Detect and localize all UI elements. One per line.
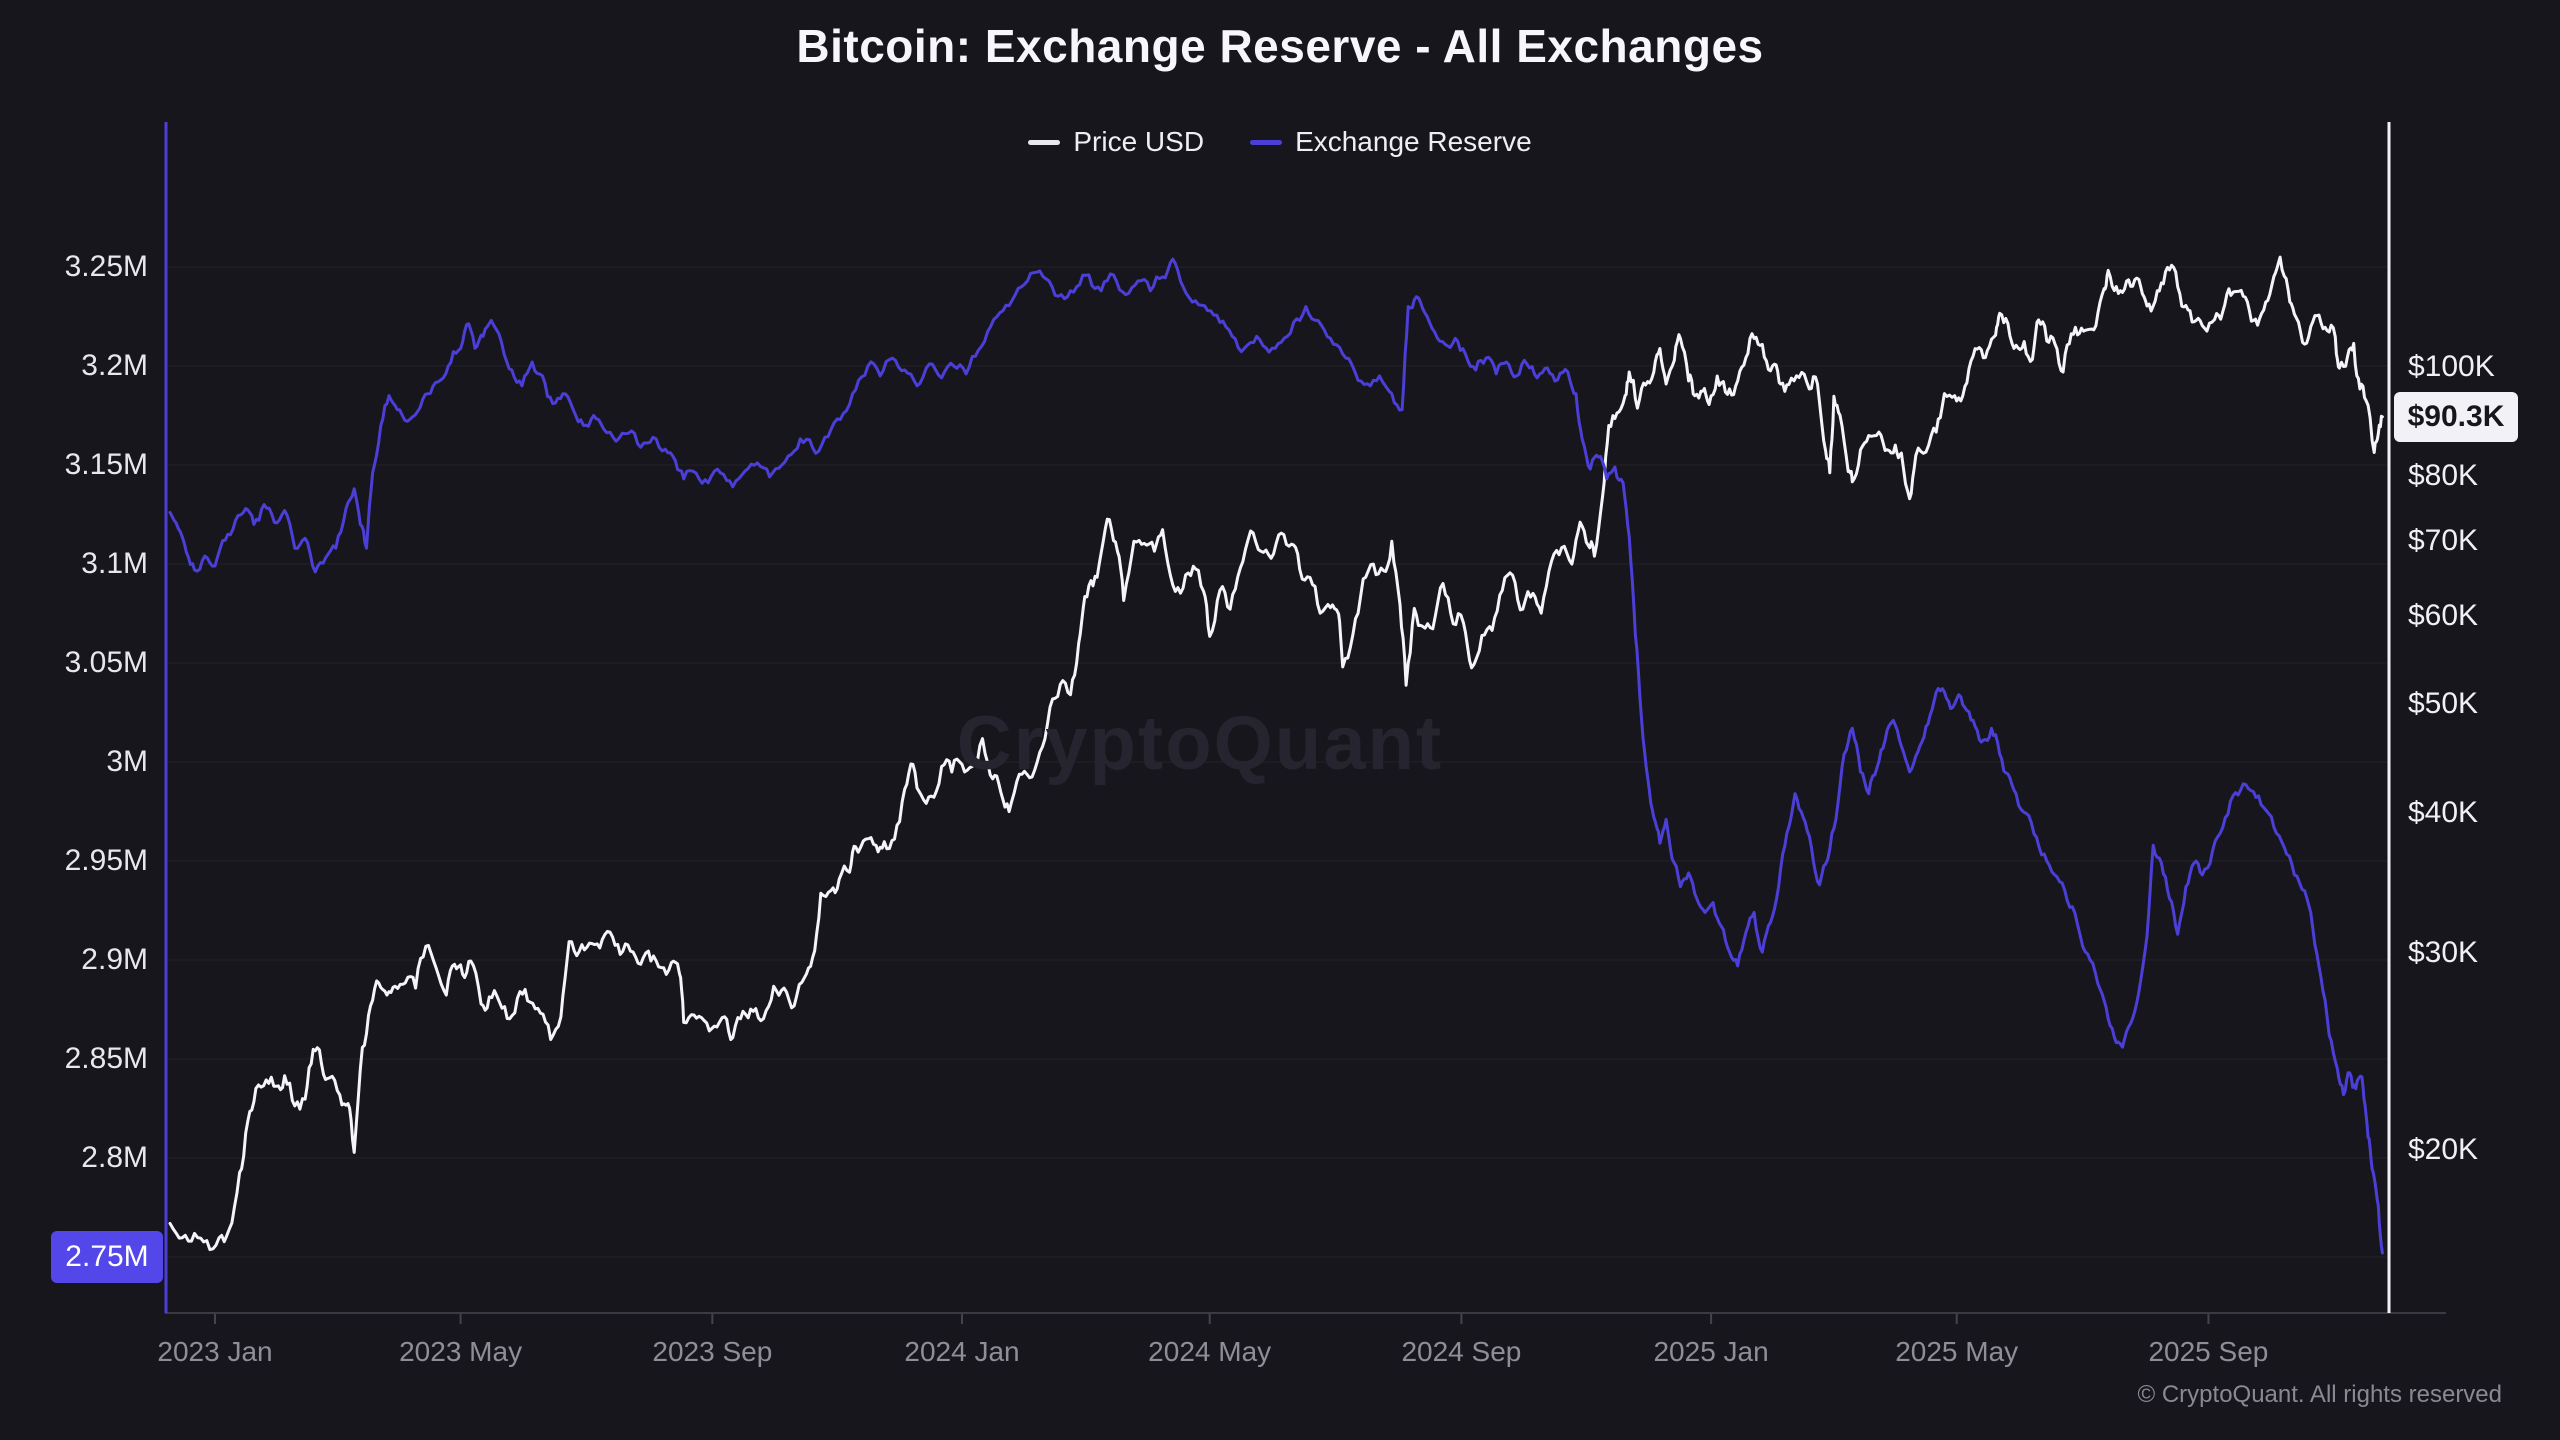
price-last-value-badge: $90.3K [2394, 391, 2518, 442]
y-axis-right-tick-label: $60K [2408, 598, 2479, 632]
x-axis-tick-label: 2024 Jan [904, 1336, 1020, 1367]
chart-legend: Price USD Exchange Reserve [0, 124, 2560, 160]
price-usd-line [168, 255, 2384, 1252]
copyright-footer: © CryptoQuant. All rights reserved [2137, 1381, 2503, 1408]
y-axis-right-tick-label: $80K [2408, 458, 2479, 492]
legend-item-exchange-reserve[interactable]: Exchange Reserve [1250, 126, 1532, 158]
reserve-line-swatch-icon [1250, 139, 1283, 145]
x-axis-tick-label: 2024 Sep [1401, 1336, 1522, 1367]
y-axis-right-tick-label: $70K [2408, 523, 2479, 557]
legend-item-price-usd[interactable]: Price USD [1028, 126, 1204, 158]
legend-label-price-usd: Price USD [1073, 126, 1205, 157]
y-axis-left-tick-label: 3.2M [81, 349, 148, 382]
y-axis-left-tick-label: 2.85M [64, 1042, 148, 1075]
y-axis-left-tick-label: 3.15M [64, 448, 148, 481]
y-axis-left-tick-label: 3.1M [81, 547, 148, 580]
y-axis-left-tick-label: 3.25M [64, 250, 148, 283]
y-axis-left-tick-label: 2.95M [64, 844, 148, 877]
exchange-reserve-line [168, 257, 2384, 1255]
y-axis-right-tick-label: $30K [2408, 935, 2479, 969]
legend-label-exchange-reserve: Exchange Reserve [1295, 126, 1532, 157]
x-axis-tick-label: 2025 Sep [2148, 1336, 2269, 1367]
y-axis-right-tick-label: $40K [2408, 795, 2479, 829]
x-axis-tick-label: 2025 Jan [1653, 1336, 1769, 1367]
reserve-last-value-badge: 2.75M [51, 1231, 163, 1283]
y-axis-left-tick-label: 2.9M [81, 943, 148, 976]
y-axis-left-tick-label: 3.05M [64, 646, 148, 679]
price-line-swatch-icon [1028, 139, 1061, 145]
y-axis-left-tick-label: 2.8M [81, 1141, 148, 1174]
y-axis-right-tick-label: $50K [2408, 687, 2479, 721]
x-axis-tick-label: 2023 Jan [157, 1336, 273, 1367]
x-axis-tick-label: 2025 May [1895, 1336, 2019, 1367]
y-axis-left-tick-label: 3M [106, 745, 148, 778]
y-axis-right-tick-label: $100K [2408, 350, 2495, 384]
x-axis-tick-label: 2023 Sep [652, 1336, 773, 1367]
x-axis-tick-label: 2024 May [1148, 1336, 1272, 1367]
chart-title: Bitcoin: Exchange Reserve - All Exchange… [796, 20, 1764, 72]
x-axis-tick-label: 2023 May [399, 1336, 523, 1367]
y-axis-right-tick-label: $20K [2408, 1133, 2479, 1166]
